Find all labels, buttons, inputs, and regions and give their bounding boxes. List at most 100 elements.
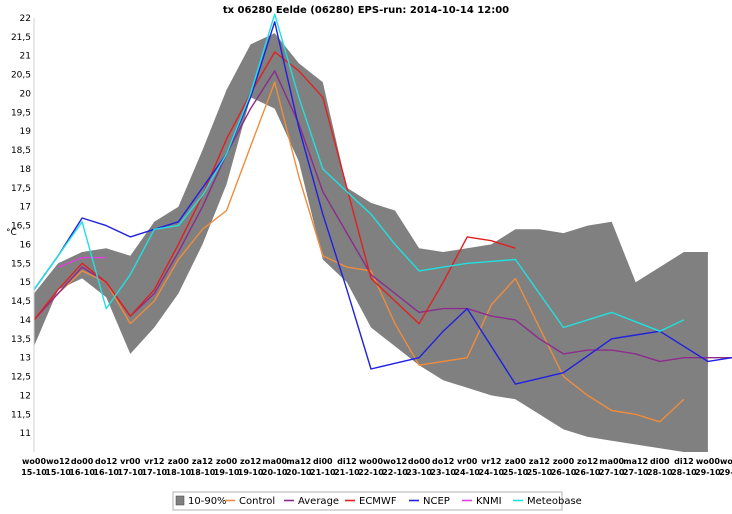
x-tick-label-time: wo00 <box>359 457 383 466</box>
series-line-meteobase <box>33 13 685 332</box>
x-tick-label-date: 15-10 <box>45 468 71 477</box>
x-tick-label-time: di00 <box>313 457 333 466</box>
x-tick-label-date: 23-10 <box>430 468 456 477</box>
y-tick-label: 11,5 <box>11 410 31 420</box>
x-tick-label-date: 27-10 <box>623 468 649 477</box>
x-tick-label: vr00 17-10 <box>118 457 144 477</box>
y-axis-label: °C <box>6 228 17 238</box>
x-tick-label-time: zo00 <box>553 457 575 466</box>
x-tick-label-time: di12 <box>674 457 694 466</box>
y-tick-label: 18,5 <box>11 146 31 156</box>
x-tick-label-time: di00 <box>650 457 670 466</box>
legend-label: NCEP <box>423 496 450 507</box>
legend-label: Average <box>298 496 339 507</box>
x-tick-label: za00 18-10 <box>166 457 192 477</box>
legend-item-ncep: NCEP <box>409 496 450 507</box>
x-tick-label: do00 16-10 <box>69 457 95 477</box>
x-tick-label-date: 28-10 <box>647 468 673 477</box>
x-tick-label: za12 18-10 <box>190 457 216 477</box>
x-tick-label: wo00 29-10 <box>695 457 721 477</box>
y-tick-label: 16,5 <box>11 222 31 232</box>
x-tick-label: di12 28-10 <box>671 457 697 477</box>
series-line-control <box>33 81 685 423</box>
x-tick-label-time: do12 <box>432 457 454 466</box>
plot-area: 11 11,5 12 12,5 13 13,5 14 14,5 15 15,5 16 16,5 17 17… <box>11 13 732 477</box>
x-tick-label-time: za00 <box>505 457 527 466</box>
x-tick-label-date: 25-10 <box>527 468 553 477</box>
x-tick-label-date: 16-10 <box>69 468 95 477</box>
y-tick-label: 14 <box>20 316 32 326</box>
x-tick-label-date: 17-10 <box>118 468 144 477</box>
y-tick-label: 20,5 <box>11 71 31 81</box>
series-line-knmi <box>57 256 107 268</box>
x-tick-label-date: 22-10 <box>358 468 384 477</box>
x-tick-label-date: 17-10 <box>142 468 168 477</box>
x-tick-label: vr00 24-10 <box>454 457 480 477</box>
series-line-ecmwf <box>33 51 516 325</box>
legend-label: 10-90% <box>188 496 227 507</box>
x-tick-label-time: za12 <box>529 457 550 466</box>
legend-item-average: Average <box>284 496 339 507</box>
x-tick-label: za00 25-10 <box>503 457 529 477</box>
x-tick-label: ma12 20-10 <box>286 457 312 477</box>
x-tick-label-date: 29-10 <box>719 468 732 477</box>
x-tick-label-time: do00 <box>408 457 431 466</box>
x-tick-label-time: zo00 <box>216 457 238 466</box>
x-tick-label-date: 21-10 <box>310 468 336 477</box>
x-tick-label: do00 23-10 <box>406 457 432 477</box>
x-tick-label: vr12 17-10 <box>142 457 168 477</box>
x-tick-label-date: 18-10 <box>166 468 192 477</box>
x-tick-label-date: 20-10 <box>286 468 312 477</box>
x-tick-label: di00 28-10 <box>647 457 673 477</box>
x-tick-label-time: wo12 <box>720 457 732 466</box>
legend-label: ECMWF <box>359 496 397 507</box>
x-tick-label: zo00 19-10 <box>214 457 240 477</box>
x-tick-label-date: 18-10 <box>190 468 216 477</box>
series-line-average <box>33 70 732 363</box>
y-tick-label: 22 <box>20 14 31 24</box>
x-tick-label: zo12 19-10 <box>238 457 264 477</box>
x-tick-label-time: wo12 <box>46 457 70 466</box>
series-line-ncep <box>33 21 732 385</box>
x-tick-label-date: 28-10 <box>671 468 697 477</box>
legend-label: KNMI <box>476 496 502 507</box>
y-tick-label: 12,5 <box>11 373 31 383</box>
x-tick-label: wo12 29-10 <box>719 457 732 477</box>
x-tick-label-time: ma00 <box>599 457 624 466</box>
x-tick-label: ma00 20-10 <box>262 457 288 477</box>
x-tick-label: di00 21-10 <box>310 457 336 477</box>
x-tick-label-date: 21-10 <box>334 468 360 477</box>
x-tick-label-date: 15-10 <box>21 468 47 477</box>
x-tick-label-date: 29-10 <box>695 468 721 477</box>
x-tick-label: za12 25-10 <box>527 457 553 477</box>
x-tick-label-time: zo12 <box>577 457 598 466</box>
x-tick-label-date: 26-10 <box>551 468 577 477</box>
y-tick-label: 14,5 <box>11 297 31 307</box>
x-tick-label-time: za12 <box>192 457 213 466</box>
x-tick-label: wo00 22-10 <box>358 457 384 477</box>
y-tick-label: 18 <box>20 165 32 175</box>
x-tick-label: di12 21-10 <box>334 457 360 477</box>
x-tick-label: wo12 22-10 <box>382 457 408 477</box>
x-tick-label: vr12 24-10 <box>479 457 505 477</box>
legend-swatch <box>175 495 185 506</box>
x-tick-label: do12 16-10 <box>93 457 119 477</box>
legend-item-knmi: KNMI <box>462 496 502 507</box>
legend-label: Control <box>239 496 275 507</box>
x-tick-label-time: za00 <box>168 457 190 466</box>
x-tick-label-time: ma12 <box>286 457 311 466</box>
legend: 10-90% Control Average ECMWF NCEP KNMI Meteoba… <box>172 491 582 511</box>
y-tick-label: 17 <box>20 203 31 213</box>
x-tick-label-date: 19-10 <box>238 468 264 477</box>
x-tick-label-date: 24-10 <box>479 468 505 477</box>
y-axis-ticks: 11 11,5 12 12,5 13 13,5 14 14,5 15 15,5 16 16,5 17 17… <box>11 14 31 439</box>
x-tick-label-time: vr12 <box>144 457 164 466</box>
y-tick-label: 21 <box>20 52 31 62</box>
x-tick-label: zo00 26-10 <box>551 457 577 477</box>
y-tick-label: 15,5 <box>11 259 31 269</box>
x-tick-label-date: 24-10 <box>454 468 480 477</box>
x-tick-label-date: 16-10 <box>93 468 119 477</box>
series-layer <box>33 13 732 423</box>
y-tick-label: 19 <box>20 127 32 137</box>
